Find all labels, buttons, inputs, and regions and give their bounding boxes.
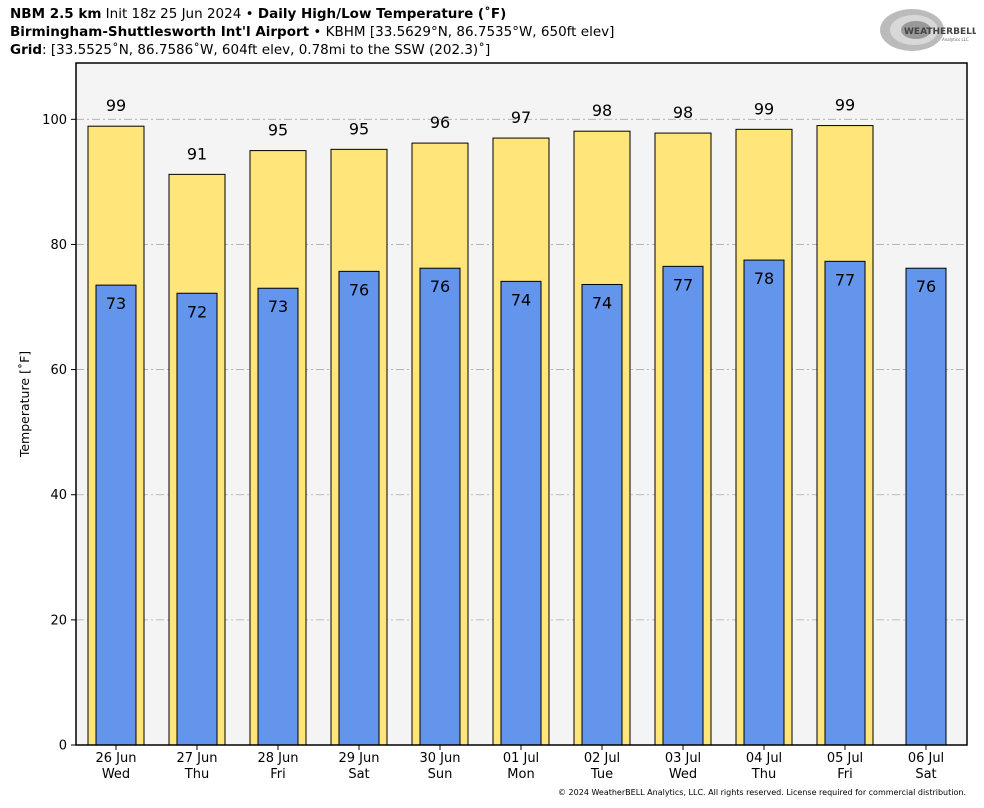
y-axis-label: Temperature [˚F] <box>17 351 32 458</box>
x-tick-date: 30 Jun <box>420 751 461 766</box>
x-tick-day: Sun <box>428 767 453 782</box>
low-label: 74 <box>592 293 612 312</box>
grid-info: : [33.5525˚N, 86.7586˚W, 604ft elev, 0.7… <box>42 42 491 58</box>
high-label: 97 <box>511 108 531 127</box>
x-tick-day: Mon <box>507 767 534 782</box>
x-tick-date: 28 Jun <box>258 751 299 766</box>
x-tick-day: Wed <box>102 767 130 782</box>
high-label: 95 <box>349 119 369 138</box>
low-label: 76 <box>349 280 369 299</box>
x-tick-date: 26 Jun <box>96 751 137 766</box>
y-tick-label: 80 <box>50 238 67 253</box>
low-bar <box>662 265 704 746</box>
low-bar <box>419 267 461 746</box>
copyright-footer: © 2024 WeatherBELL Analytics, LLC. All r… <box>558 788 966 797</box>
low-label: 77 <box>673 275 693 294</box>
high-label: 95 <box>268 121 288 140</box>
low-label: 76 <box>916 277 936 296</box>
low-label: 77 <box>835 270 855 289</box>
plot-frame <box>75 62 968 746</box>
x-tick-day: Wed <box>669 767 697 782</box>
x-tick-date: 27 Jun <box>177 751 218 766</box>
low-label: 78 <box>754 269 774 288</box>
x-tick-date: 01 Jul <box>503 751 539 766</box>
high-label: 91 <box>187 144 207 163</box>
chart-title: Daily High/Low Temperature (˚F) <box>257 6 507 22</box>
low-bar <box>824 260 866 746</box>
title-line-2: Birmingham-Shuttlesworth Int'l Airport •… <box>10 24 614 40</box>
high-label: 99 <box>754 99 774 118</box>
low-label: 73 <box>268 297 288 316</box>
high-label: 96 <box>430 113 450 132</box>
low-bar <box>257 287 299 746</box>
svg-text:Analytics LLC: Analytics LLC <box>942 37 969 42</box>
x-tick-date: 05 Jul <box>827 751 863 766</box>
init-time: Init 18z 25 Jun 2024 • <box>101 6 258 22</box>
x-tick-date: 03 Jul <box>665 751 701 766</box>
low-bar <box>338 270 380 746</box>
low-label: 72 <box>187 302 207 321</box>
low-bar <box>581 283 623 746</box>
y-tick-label: 100 <box>42 113 67 128</box>
low-bar <box>905 267 947 746</box>
weatherbell-logo: WEATHERBELL Analytics LLC <box>880 9 976 51</box>
high-label: 99 <box>106 96 126 115</box>
low-label: 74 <box>511 290 531 309</box>
y-tick-label: 20 <box>50 613 67 628</box>
station-info: • KBHM [33.5629°N, 86.7535°W, 650ft elev… <box>309 24 615 40</box>
grid-label: Grid <box>10 42 43 58</box>
y-tick-label: 60 <box>50 363 67 378</box>
x-tick-day: Sat <box>348 767 369 782</box>
low-label: 76 <box>430 277 450 296</box>
low-bar <box>500 280 542 746</box>
station-name: Birmingham-Shuttlesworth Int'l Airport <box>10 24 310 40</box>
high-label: 98 <box>592 101 612 120</box>
x-tick-date: 04 Jul <box>746 751 782 766</box>
low-bar <box>743 259 785 746</box>
x-tick-day: Sat <box>915 767 936 782</box>
y-tick-label: 40 <box>50 488 67 503</box>
model-name: NBM 2.5 km <box>10 6 102 22</box>
title-line-3: Grid: [33.5525˚N, 86.7586˚W, 604ft elev,… <box>10 42 490 58</box>
x-tick-day: Fri <box>270 767 286 782</box>
x-tick-day: Fri <box>837 767 853 782</box>
y-tick-label: 0 <box>59 739 67 754</box>
x-tick-date: 29 Jun <box>339 751 380 766</box>
x-tick-date: 02 Jul <box>584 751 620 766</box>
svg-text:WEATHERBELL: WEATHERBELL <box>904 27 976 37</box>
low-bar <box>95 284 137 746</box>
low-bar <box>176 292 218 746</box>
low-label: 73 <box>106 294 126 313</box>
title-line-1: NBM 2.5 km Init 18z 25 Jun 2024 • Daily … <box>10 6 506 22</box>
x-tick-day: Tue <box>590 767 613 782</box>
high-label: 98 <box>673 103 693 122</box>
x-tick-date: 06 Jul <box>908 751 944 766</box>
high-label: 99 <box>835 96 855 115</box>
x-tick-day: Thu <box>184 767 209 782</box>
x-tick-day: Thu <box>751 767 776 782</box>
